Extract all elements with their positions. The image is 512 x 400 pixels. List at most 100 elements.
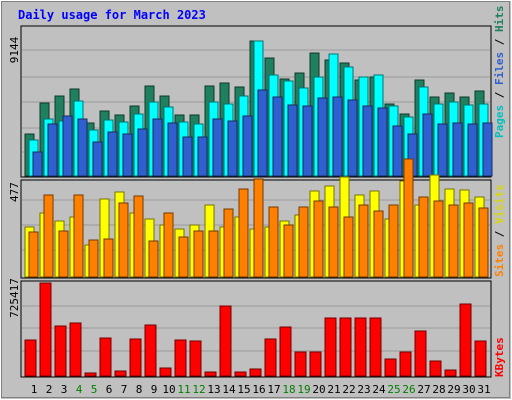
bar-pages-day-1 (32, 151, 43, 177)
bar-kbytes-day-1 (24, 339, 37, 377)
bar-sites-day-31 (478, 207, 489, 278)
x-tick-label: 21 (327, 383, 340, 396)
bar-sites-day-17 (268, 206, 279, 278)
top-legend: Pages / Files / Hits (493, 6, 506, 139)
x-tick-label: 28 (432, 383, 445, 396)
bar-kbytes-day-13 (204, 371, 217, 377)
bar-kbytes-day-24 (369, 317, 382, 377)
bar-pages-day-6 (107, 131, 118, 177)
legend-pages: Pages (493, 105, 506, 138)
x-tick-label: 10 (162, 383, 175, 396)
bar-sites-day-7 (118, 202, 129, 278)
bar-sites-day-23 (358, 204, 369, 278)
bar-pages-day-11 (182, 136, 193, 177)
x-tick-label: 30 (462, 383, 475, 396)
bar-pages-day-28 (437, 123, 448, 177)
bar-kbytes-day-29 (444, 369, 457, 377)
bar-sites-day-3 (58, 230, 69, 278)
bar-sites-day-18 (283, 224, 294, 278)
bar-kbytes-day-19 (294, 351, 307, 377)
bar-pages-day-22 (347, 99, 358, 177)
bar-pages-day-17 (272, 96, 283, 177)
bar-sites-day-6 (103, 238, 114, 278)
bar-sites-day-12 (193, 230, 204, 278)
x-tick-label: 13 (207, 383, 220, 396)
bar-kbytes-day-31 (474, 340, 487, 377)
legend-sites: Sites (493, 244, 506, 277)
bar-pages-day-10 (167, 122, 178, 177)
bar-sites-day-9 (148, 240, 159, 278)
bar-sites-day-22 (343, 216, 354, 278)
x-tick-label: 5 (91, 383, 98, 396)
chart-title: Daily usage for March 2023 (18, 8, 206, 22)
x-tick-label: 22 (342, 383, 355, 396)
bar-pages-day-23 (362, 105, 373, 177)
bar-sites-day-21 (328, 206, 339, 278)
bar-kbytes-day-2 (39, 282, 52, 377)
x-tick-label: 2 (46, 383, 53, 396)
x-tick-label: 20 (312, 383, 325, 396)
legend-files: Files (493, 52, 506, 85)
x-tick-label: 17 (267, 383, 280, 396)
bar-kbytes-day-9 (144, 324, 157, 377)
bar-kbytes-day-12 (189, 340, 202, 377)
bar-kbytes-day-20 (309, 351, 322, 377)
x-tick-label: 18 (282, 383, 295, 396)
bar-kbytes-day-17 (264, 338, 277, 377)
bar-kbytes-day-30 (459, 303, 472, 377)
bar-pages-day-9 (152, 118, 163, 177)
bar-pages-day-20 (317, 97, 328, 177)
bar-kbytes-day-16 (249, 368, 262, 377)
bar-kbytes-day-6 (99, 337, 112, 377)
x-tick-label: 26 (402, 383, 415, 396)
bar-sites-day-1 (28, 231, 39, 278)
bar-sites-day-20 (313, 200, 324, 278)
bar-sites-day-25 (388, 204, 399, 278)
x-tick-label: 23 (357, 383, 370, 396)
bar-pages-day-19 (302, 105, 313, 177)
x-tick-label: 16 (252, 383, 265, 396)
bar-kbytes-day-22 (339, 317, 352, 377)
bar-sites-day-14 (223, 208, 234, 278)
bar-kbytes-day-21 (324, 317, 337, 377)
bar-pages-day-30 (467, 123, 478, 177)
x-tick-label: 7 (121, 383, 128, 396)
bar-pages-day-15 (242, 115, 253, 177)
bar-kbytes-day-25 (384, 358, 397, 377)
bar-kbytes-day-14 (219, 305, 232, 377)
bar-pages-day-16 (257, 89, 268, 177)
bar-sites-day-4 (73, 194, 84, 278)
x-tick-label: 1 (31, 383, 38, 396)
bar-kbytes-day-18 (279, 326, 292, 377)
x-tick-label: 6 (106, 383, 113, 396)
x-tick-label: 3 (61, 383, 68, 396)
bar-sites-day-30 (463, 202, 474, 278)
top-ymax-label: 9144 (8, 36, 21, 63)
x-tick-label: 27 (417, 383, 430, 396)
bar-sites-day-15 (238, 188, 249, 278)
bottom-ymax-label: 725417 (8, 278, 21, 318)
bar-sites-day-11 (178, 236, 189, 278)
x-tick-label: 29 (447, 383, 460, 396)
bar-sites-day-28 (433, 200, 444, 278)
bar-pages-day-29 (452, 122, 463, 177)
x-tick-label: 15 (237, 383, 250, 396)
x-tick-label: 11 (177, 383, 190, 396)
bar-kbytes-day-11 (174, 339, 187, 377)
x-tick-label: 12 (192, 383, 205, 396)
bar-pages-day-8 (137, 128, 148, 177)
x-tick-label: 25 (387, 383, 400, 396)
bar-sites-day-26 (403, 158, 414, 278)
x-tick-label: 24 (372, 383, 386, 396)
bar-sites-day-10 (163, 212, 174, 278)
bar-sites-day-5 (88, 239, 99, 278)
bar-pages-day-14 (227, 120, 238, 177)
legend-visits: Visits (493, 184, 506, 224)
legend-kbytes: KBytes (493, 337, 506, 377)
bar-sites-day-24 (373, 210, 384, 278)
x-tick-label: 14 (222, 383, 236, 396)
bar-pages-day-21 (332, 96, 343, 177)
bars-layer (22, 40, 493, 377)
